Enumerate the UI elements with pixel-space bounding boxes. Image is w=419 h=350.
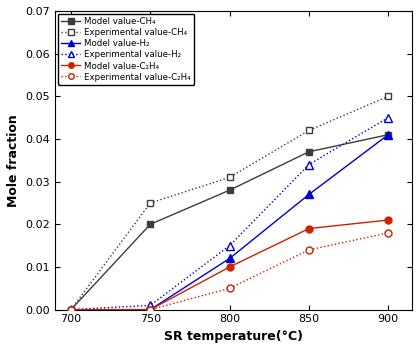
Legend: Model value-CH₄, Experimental value-CH₄, Model value-H₂, Experimental value-H₂, : Model value-CH₄, Experimental value-CH₄,… [58,14,194,85]
Y-axis label: Mole fraction: Mole fraction [7,114,20,206]
X-axis label: SR temperature(°C): SR temperature(°C) [164,330,303,343]
